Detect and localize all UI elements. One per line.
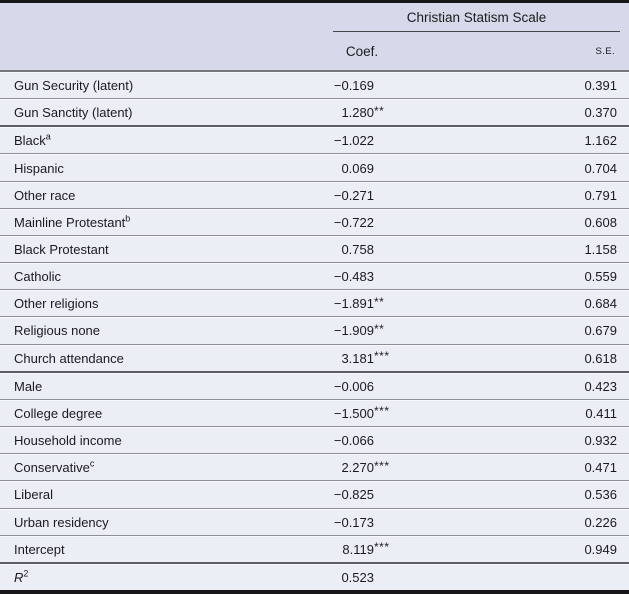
table-row: Gun Security (latent) −0.169 0.391	[0, 72, 629, 100]
significance-stars: ***	[374, 540, 390, 555]
se-value: 1.158	[584, 242, 617, 258]
table-row: Hispanic 0.069 0.704	[0, 154, 629, 182]
row-label: Household income	[14, 433, 122, 449]
coef-value: −0.271	[333, 187, 374, 203]
row-label: Conservativec	[14, 458, 95, 476]
se-column-header: S.E.	[595, 46, 615, 57]
row-label: College degree	[14, 405, 103, 421]
se-value: 0.411	[585, 405, 617, 421]
spanner-header: Christian Statism Scale	[333, 4, 620, 32]
significance-stars: **	[374, 294, 385, 309]
significance-stars: ***	[374, 458, 390, 473]
coef-value: 0.758	[341, 242, 374, 258]
table-body: Gun Security (latent) −0.169 0.391 Gun S…	[0, 70, 629, 590]
row-label: Blacka	[14, 132, 51, 149]
significance-stars: ***	[374, 404, 390, 419]
coef-value: −0.825	[333, 487, 374, 503]
table-row: Other race −0.271 0.791	[0, 181, 629, 209]
row-label: Other religions	[14, 296, 99, 312]
coef-value: −1.891	[333, 296, 374, 312]
table-row: Church attendance 3.181 *** 0.618	[0, 344, 629, 373]
coef-value: −1.022	[333, 133, 374, 149]
se-value: 0.370	[584, 105, 617, 121]
coef-value: −0.483	[333, 269, 374, 285]
row-label: Gun Security (latent)	[14, 78, 134, 94]
significance-stars: **	[374, 321, 385, 336]
significance-stars: **	[374, 103, 385, 118]
table-row: Intercept 8.119 *** 0.949	[0, 535, 629, 564]
table-row: Blacka −1.022 1.162	[0, 127, 629, 155]
coef-value: −0.006	[333, 378, 374, 394]
table-bottom-rule	[0, 590, 629, 594]
significance-stars: ***	[374, 349, 390, 364]
se-value: 0.791	[584, 187, 617, 203]
row-label: Male	[14, 378, 43, 394]
row-label: Intercept	[14, 541, 65, 557]
row-label: Urban residency	[14, 514, 109, 530]
se-value: 0.618	[584, 350, 617, 366]
table-row: Liberal −0.825 0.536	[0, 481, 629, 509]
row-label: Liberal	[14, 487, 54, 503]
se-value: 0.391	[584, 78, 617, 94]
row-label: Hispanic	[14, 160, 64, 176]
coef-value: −0.169	[333, 78, 374, 94]
se-value: 0.704	[584, 160, 617, 176]
table-row: College degree −1.500 *** 0.411	[0, 399, 629, 428]
se-value: 0.684	[584, 296, 617, 312]
table-top-rule	[0, 0, 629, 3]
se-value: 0.679	[584, 323, 617, 339]
se-value: 0.423	[584, 378, 617, 394]
coef-column-header: Coef.	[345, 44, 379, 59]
se-value: 0.949	[584, 541, 617, 557]
column-header-row: Coef. S.E.	[0, 33, 629, 70]
se-value: 1.162	[584, 133, 617, 149]
se-value: 0.932	[584, 433, 617, 449]
table-row: Other religions −1.891 ** 0.684	[0, 290, 629, 318]
se-value: 0.608	[584, 214, 617, 230]
coef-value: −1.500	[333, 405, 374, 421]
table-row: Male −0.006 0.423	[0, 372, 629, 400]
se-value: 0.226	[584, 514, 617, 530]
table-row: Urban residency −0.173 0.226	[0, 508, 629, 536]
coef-value: −1.909	[333, 323, 374, 339]
coef-value: 0.069	[341, 160, 374, 176]
table-row: R2 0.523	[0, 563, 629, 590]
row-label: Mainline Protestantb	[14, 213, 131, 230]
table-row: Household income −0.066 0.932	[0, 427, 629, 455]
coef-value: 0.523	[341, 569, 374, 585]
coef-value: −0.066	[333, 433, 374, 449]
coef-value: 3.181	[341, 350, 374, 366]
spanner-title: Christian Statism Scale	[406, 10, 547, 25]
row-label: Catholic	[14, 269, 61, 285]
row-label: Gun Sanctity (latent)	[14, 105, 133, 121]
row-label: Religious none	[14, 323, 101, 339]
row-label: Other race	[14, 187, 76, 203]
table-header: Christian Statism Scale Coef. S.E.	[0, 3, 629, 70]
table-row: Catholic −0.483 0.559	[0, 263, 629, 291]
se-value: 0.559	[584, 269, 617, 285]
row-label: Church attendance	[14, 350, 124, 366]
coef-value: 2.270	[341, 460, 374, 476]
row-label: R2	[14, 568, 29, 585]
table-row: Mainline Protestantb −0.722 0.608	[0, 208, 629, 236]
table-row: Gun Sanctity (latent) 1.280 ** 0.370	[0, 99, 629, 128]
table-row: Religious none −1.909 ** 0.679	[0, 317, 629, 345]
se-value: 0.471	[584, 460, 617, 476]
table-row: Black Protestant 0.758 1.158	[0, 235, 629, 264]
se-value: 0.536	[584, 487, 617, 503]
coef-value: 1.280	[341, 105, 374, 121]
row-label: Black Protestant	[14, 242, 109, 258]
table-row: Conservativec 2.270 *** 0.471	[0, 454, 629, 482]
coef-value: −0.722	[333, 214, 374, 230]
coef-value: 8.119	[342, 541, 374, 557]
coef-value: −0.173	[333, 514, 374, 530]
